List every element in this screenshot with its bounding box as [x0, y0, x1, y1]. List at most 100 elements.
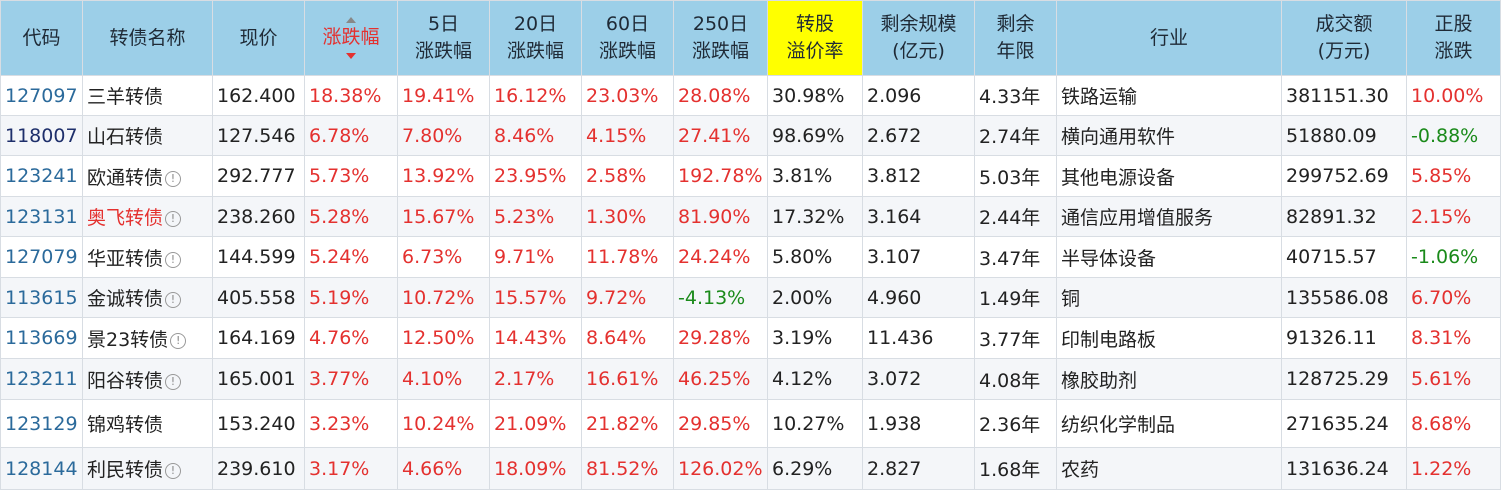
years-cell: 3.47年: [974, 236, 1057, 278]
bond-name[interactable]: 山石转债: [82, 115, 213, 156]
header-remain[interactable]: 剩余规模 (亿元): [862, 0, 975, 76]
chg250-cell: 81.90%: [673, 196, 768, 237]
industry-cell: 其他电源设备: [1056, 155, 1282, 197]
header-chg5[interactable]: 5日 涨跌幅: [397, 0, 490, 76]
bond-code-link[interactable]: 123131: [0, 196, 83, 237]
chg60-cell: 9.72%: [581, 277, 674, 318]
chg20-cell: 23.95%: [489, 155, 582, 197]
chg5-cell: 10.72%: [397, 277, 490, 318]
header-chg60[interactable]: 60日 涨跌幅: [581, 0, 674, 76]
remain-cell: 1.938: [862, 399, 975, 448]
volume-cell: 82891.32: [1281, 196, 1407, 237]
chg5-cell: 7.80%: [397, 115, 490, 156]
volume-cell: 299752.69: [1281, 155, 1407, 197]
chg60-cell: 1.30%: [581, 196, 674, 237]
change-cell: 5.24%: [304, 236, 398, 278]
change-cell: 5.73%: [304, 155, 398, 197]
price-cell: 238.260: [212, 196, 305, 237]
price-cell: 153.240: [212, 399, 305, 448]
table-row: 123241 欧通转债! 292.777 5.73% 13.92% 23.95%…: [0, 155, 1501, 197]
industry-cell: 农药: [1056, 447, 1282, 490]
table-row: 118007 山石转债 127.546 6.78% 7.80% 8.46% 4.…: [0, 115, 1501, 156]
header-chg250[interactable]: 250日 涨跌幅: [673, 0, 768, 76]
years-cell: 1.49年: [974, 277, 1057, 318]
industry-cell: 橡胶助剂: [1056, 358, 1282, 400]
chg60-cell: 8.64%: [581, 317, 674, 359]
header-code[interactable]: 代码: [0, 0, 83, 76]
industry-cell: 半导体设备: [1056, 236, 1282, 278]
info-icon[interactable]: !: [165, 170, 182, 187]
years-cell: 2.36年: [974, 399, 1057, 448]
table-row: 123211 阳谷转债! 165.001 3.77% 4.10% 2.17% 1…: [0, 358, 1501, 400]
bond-code-link[interactable]: 123241: [0, 155, 83, 197]
chg5-cell: 15.67%: [397, 196, 490, 237]
bond-code-link[interactable]: 128144: [0, 447, 83, 490]
header-volume[interactable]: 成交额 (万元): [1281, 0, 1407, 76]
header-chg20[interactable]: 20日 涨跌幅: [489, 0, 582, 76]
chg20-cell: 5.23%: [489, 196, 582, 237]
bond-name[interactable]: 华亚转债!: [82, 236, 213, 278]
bond-name[interactable]: 锦鸡转债: [82, 399, 213, 448]
price-cell: 165.001: [212, 358, 305, 400]
change-cell: 6.78%: [304, 115, 398, 156]
header-change[interactable]: 涨跌幅: [304, 0, 398, 76]
table-row: 127079 华亚转债! 144.599 5.24% 6.73% 9.71% 1…: [0, 236, 1501, 278]
header-name[interactable]: 转债名称: [82, 0, 213, 76]
sort-asc-icon[interactable]: [346, 17, 356, 23]
volume-cell: 135586.08: [1281, 277, 1407, 318]
bond-code-link[interactable]: 123129: [0, 399, 83, 448]
bond-name[interactable]: 金诚转债!: [82, 277, 213, 318]
volume-cell: 128725.29: [1281, 358, 1407, 400]
bond-name[interactable]: 利民转债!: [82, 447, 213, 490]
bond-code-link[interactable]: 123211: [0, 358, 83, 400]
table-row: 113615 金诚转债! 405.558 5.19% 10.72% 15.57%…: [0, 277, 1501, 318]
remain-cell: 3.812: [862, 155, 975, 197]
info-icon[interactable]: !: [165, 251, 182, 268]
bond-name[interactable]: 景23转债!: [82, 317, 213, 359]
price-cell: 127.546: [212, 115, 305, 156]
sort-desc-icon[interactable]: [346, 53, 356, 59]
info-icon[interactable]: !: [165, 211, 182, 227]
bond-name[interactable]: 奥飞转债!: [82, 196, 213, 237]
header-premium[interactable]: 转股 溢价率: [767, 0, 863, 76]
bond-code-link[interactable]: 127079: [0, 236, 83, 278]
info-icon[interactable]: !: [165, 463, 182, 479]
chg250-cell: 27.41%: [673, 115, 768, 156]
chg5-cell: 13.92%: [397, 155, 490, 197]
premium-cell: 4.12%: [767, 358, 863, 400]
chg20-cell: 21.09%: [489, 399, 582, 448]
header-industry[interactable]: 行业: [1056, 0, 1282, 76]
header-change-label: 涨跌幅: [322, 26, 380, 48]
bond-code-link[interactable]: 127097: [0, 75, 83, 116]
info-icon[interactable]: !: [170, 332, 187, 349]
change-cell: 3.17%: [304, 447, 398, 490]
stock-change-cell: 10.00%: [1406, 75, 1501, 116]
bond-code-link[interactable]: 113669: [0, 317, 83, 359]
table-row: 128144 利民转债! 239.610 3.17% 4.66% 18.09% …: [0, 447, 1501, 490]
volume-cell: 271635.24: [1281, 399, 1407, 448]
info-icon[interactable]: !: [165, 373, 182, 390]
premium-cell: 6.29%: [767, 447, 863, 490]
change-cell: 4.76%: [304, 317, 398, 359]
info-icon[interactable]: !: [165, 292, 182, 308]
header-price[interactable]: 现价: [212, 0, 305, 76]
chg5-cell: 4.66%: [397, 447, 490, 490]
header-stock[interactable]: 正股 涨跌: [1406, 0, 1501, 76]
price-cell: 144.599: [212, 236, 305, 278]
volume-cell: 381151.30: [1281, 75, 1407, 116]
volume-cell: 51880.09: [1281, 115, 1407, 156]
years-cell: 3.77年: [974, 317, 1057, 359]
chg60-cell: 4.15%: [581, 115, 674, 156]
bond-code-link[interactable]: 113615: [0, 277, 83, 318]
premium-cell: 3.19%: [767, 317, 863, 359]
chg250-cell: 192.78%: [673, 155, 768, 197]
bond-name[interactable]: 欧通转债!: [82, 155, 213, 197]
remain-cell: 4.960: [862, 277, 975, 318]
bond-code-link[interactable]: 118007: [0, 115, 83, 156]
bond-name[interactable]: 阳谷转债!: [82, 358, 213, 400]
industry-cell: 通信应用增值服务: [1056, 196, 1282, 237]
chg60-cell: 2.58%: [581, 155, 674, 197]
header-years[interactable]: 剩余 年限: [974, 0, 1057, 76]
stock-change-cell: 5.85%: [1406, 155, 1501, 197]
bond-name[interactable]: 三羊转债: [82, 75, 213, 116]
